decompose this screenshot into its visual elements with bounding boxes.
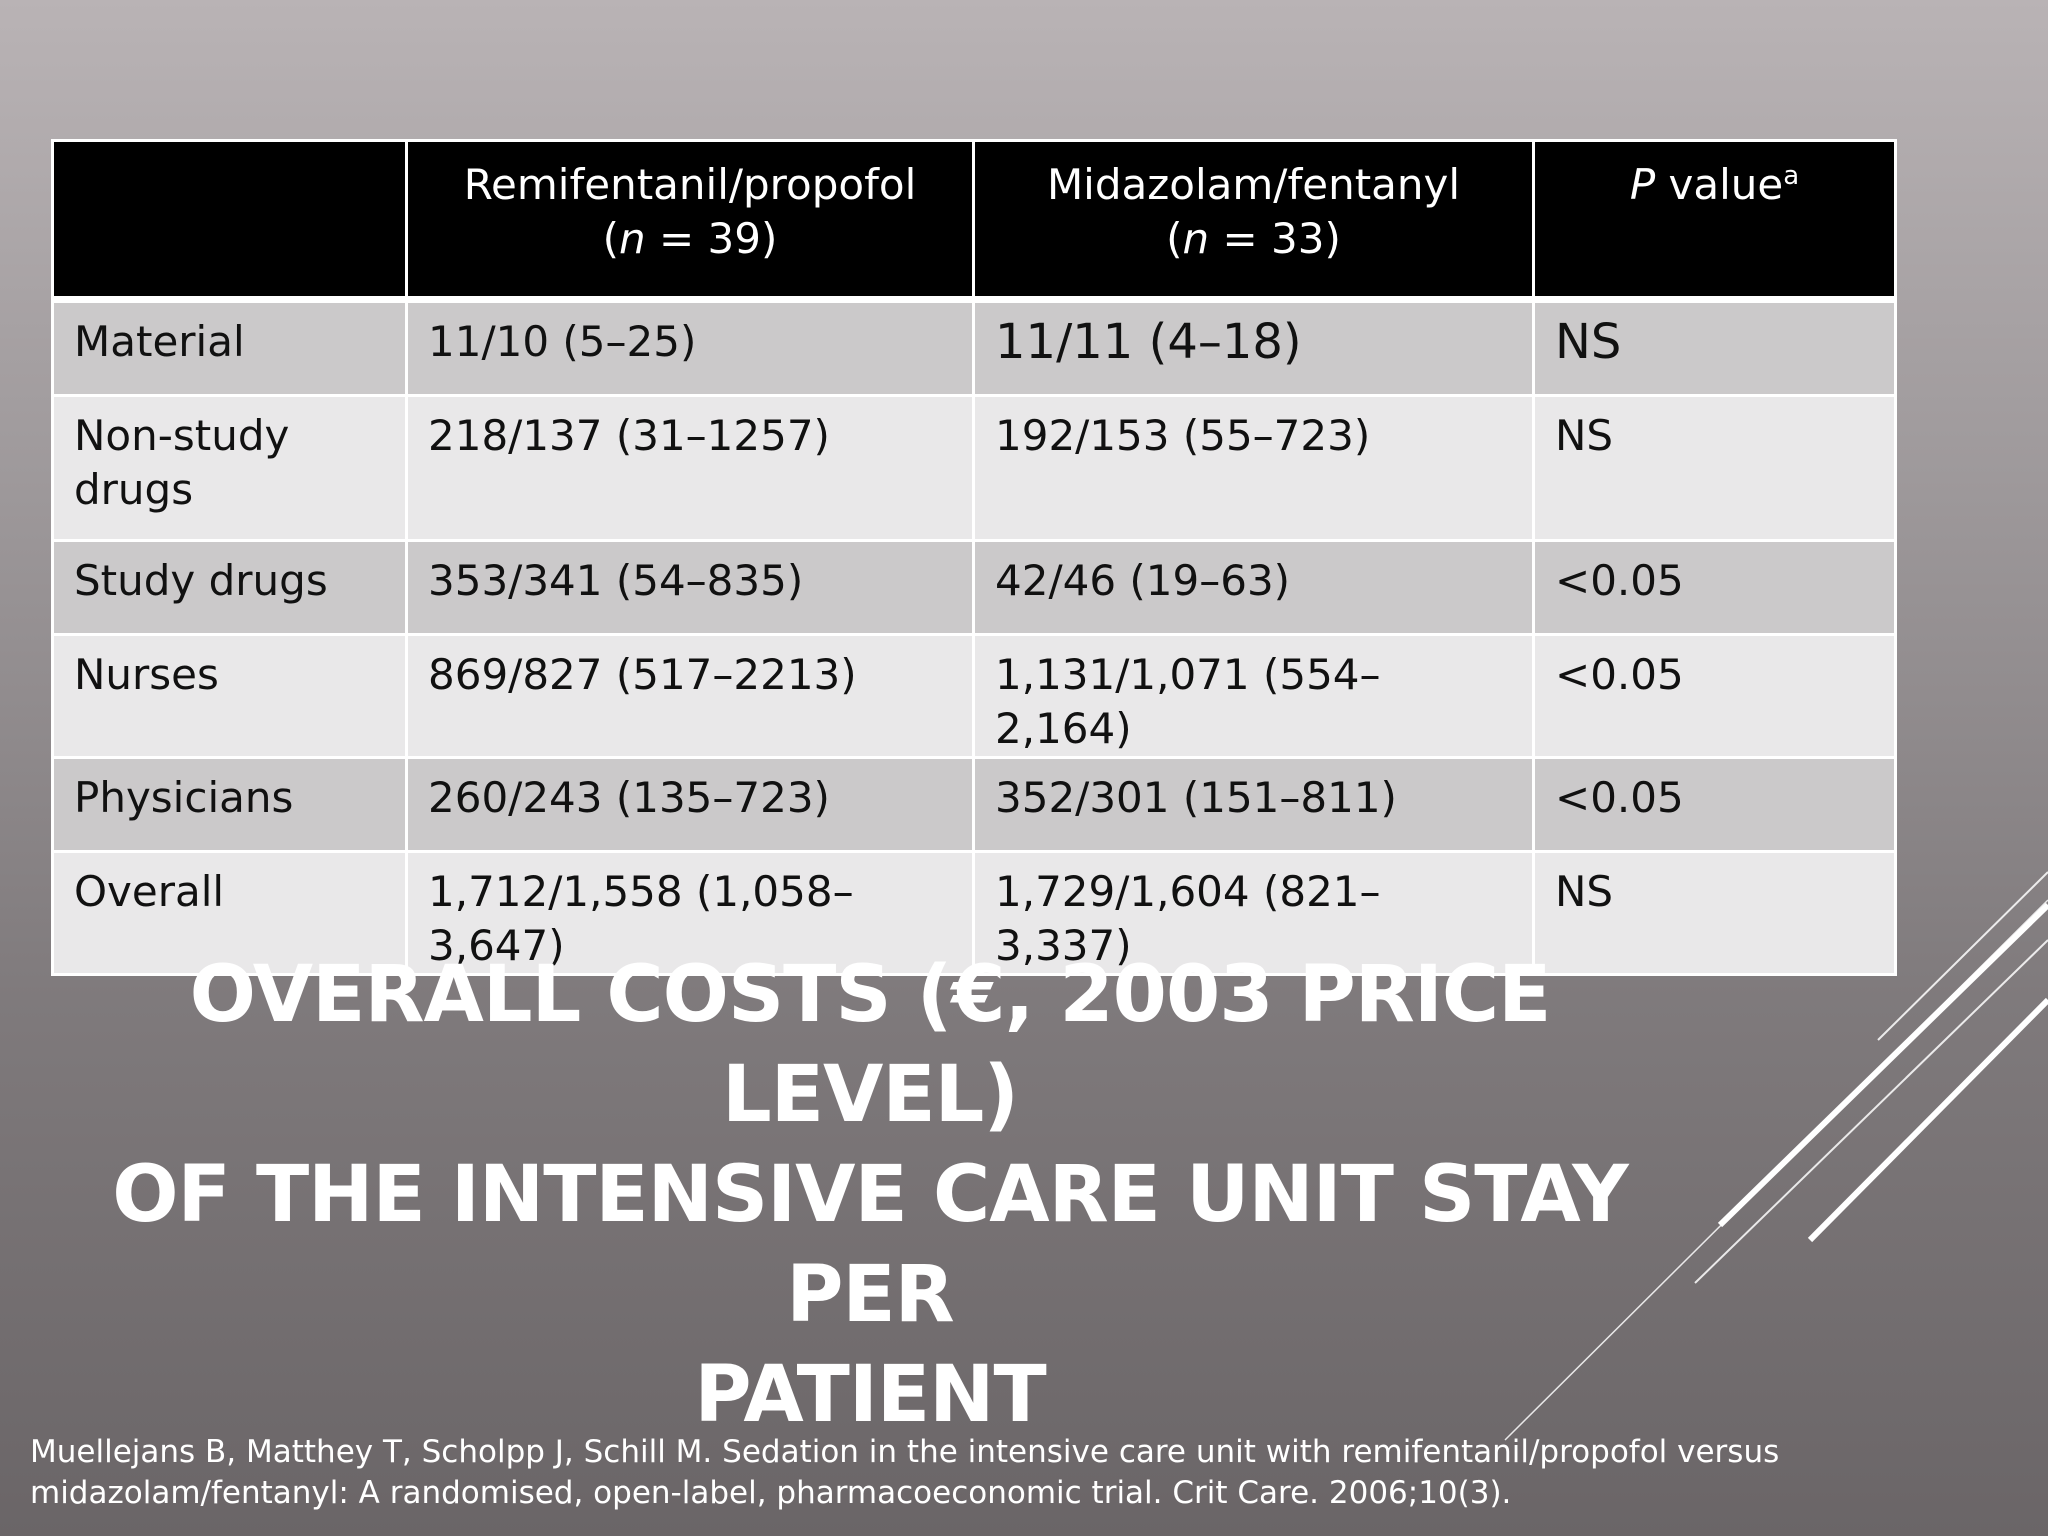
remifentanil-cost-cell: 869/827 (517–2213) <box>405 633 975 759</box>
remifentanil-cost-cell: 1,712/1,558 (1,058–3,647) <box>405 850 975 976</box>
header-midazolam-fentanyl: Midazolam/fentanyl (n = 33) <box>972 139 1535 303</box>
slide-title-line-2: OF THE INTENSIVE CARE UNIT STAY PER <box>112 1150 1629 1340</box>
table-header-row: Remifentanil/propofol (n = 39) Midazolam/… <box>51 139 1897 303</box>
p-value-cell: NS <box>1532 850 1897 976</box>
table-row: Material 11/10 (5–25) 11/11 (4–18) NS <box>51 298 1897 397</box>
slide-title: OVERALL COSTS (€, 2003 PRICE LEVEL) OF T… <box>90 945 1650 1445</box>
header-blank-cell <box>51 139 408 303</box>
row-label: Material <box>51 298 408 397</box>
remifentanil-cost-cell: 11/10 (5–25) <box>405 298 975 397</box>
remifentanil-cost-cell: 260/243 (135–723) <box>405 756 975 853</box>
header-p-value: P valuea <box>1532 139 1897 303</box>
p-value-cell: <0.05 <box>1532 633 1897 759</box>
slide-title-line-1: OVERALL COSTS (€, 2003 PRICE LEVEL) <box>189 950 1552 1140</box>
table-row: Physicians 260/243 (135–723) 352/301 (15… <box>51 756 1897 853</box>
row-label: Overall <box>51 850 408 976</box>
table-row: Nurses 869/827 (517–2213) 1,131/1,071 (5… <box>51 633 1897 759</box>
midazolam-cost-cell: 192/153 (55–723) <box>972 394 1535 542</box>
remifentanil-cost-cell: 218/137 (31–1257) <box>405 394 975 542</box>
p-value-cell: <0.05 <box>1532 539 1897 636</box>
row-label: Physicians <box>51 756 408 853</box>
table-row: Overall 1,712/1,558 (1,058–3,647) 1,729/… <box>51 850 1897 976</box>
row-label: Study drugs <box>51 539 408 636</box>
cost-table: Remifentanil/propofol (n = 39) Midazolam/… <box>51 139 1897 976</box>
citation-line-1: Muellejans B, Matthey T, Scholpp J, Schi… <box>30 1434 1780 1470</box>
table-row: Study drugs 353/341 (54–835) 42/46 (19–6… <box>51 539 1897 636</box>
midazolam-cost-cell: 1,131/1,071 (554–2,164) <box>972 633 1535 759</box>
header-remifentanil-propofol: Remifentanil/propofol (n = 39) <box>405 139 975 303</box>
slide-title-line-3: PATIENT <box>694 1350 1046 1440</box>
midazolam-cost-cell: 352/301 (151–811) <box>972 756 1535 853</box>
remifentanil-cost-cell: 353/341 (54–835) <box>405 539 975 636</box>
citation: Muellejans B, Matthey T, Scholpp J, Schi… <box>30 1432 1830 1514</box>
table-row: Non-study drugs 218/137 (31–1257) 192/15… <box>51 394 1897 542</box>
p-value-cell: NS <box>1532 298 1897 397</box>
row-label: Non-study drugs <box>51 394 408 542</box>
row-label: Nurses <box>51 633 408 759</box>
midazolam-cost-cell: 1,729/1,604 (821–3,337) <box>972 850 1535 976</box>
midazolam-cost-cell: 42/46 (19–63) <box>972 539 1535 636</box>
citation-line-2: midazolam/fentanyl: A randomised, open-l… <box>30 1475 1512 1511</box>
midazolam-cost-cell: 11/11 (4–18) <box>972 298 1535 397</box>
p-value-cell: <0.05 <box>1532 756 1897 853</box>
p-value-cell: NS <box>1532 394 1897 542</box>
